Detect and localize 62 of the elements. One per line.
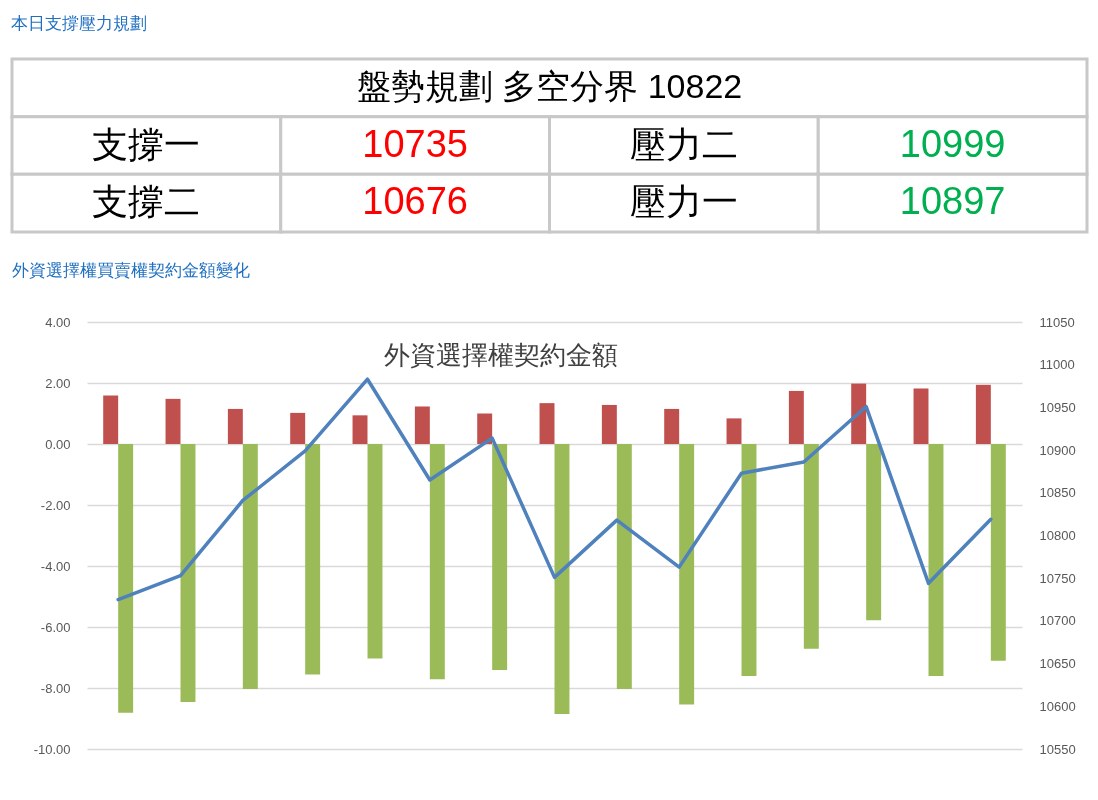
text: 盤勢規劃 多空分界 10822 bbox=[356, 66, 743, 105]
bar bbox=[429, 444, 445, 680]
bar bbox=[165, 398, 181, 444]
bar bbox=[180, 444, 196, 703]
bar bbox=[367, 444, 383, 659]
bar bbox=[290, 412, 306, 444]
bar bbox=[803, 444, 819, 649]
y-tick-label: 2.00 bbox=[45, 375, 71, 391]
y-tick-label: -8.00 bbox=[40, 680, 71, 696]
chart-title: 外資選擇權買賣權契約金額變化 bbox=[12, 261, 250, 280]
y2-tick-label: 11050 bbox=[1039, 314, 1075, 330]
bar bbox=[975, 384, 991, 444]
text: 10999 bbox=[899, 122, 1006, 165]
y2-tick-label: 10850 bbox=[1039, 485, 1076, 501]
bar bbox=[788, 390, 804, 444]
y-tick-label: 0.00 bbox=[45, 436, 71, 452]
text: 支撐一 bbox=[92, 123, 201, 165]
text: 外資選擇權契約金額 bbox=[384, 340, 619, 370]
y-tick-label: -4.00 bbox=[40, 558, 71, 574]
text: 10676 bbox=[362, 180, 468, 223]
y2-tick-label: 10950 bbox=[1039, 399, 1076, 415]
text: 本日支撐壓力規劃 bbox=[10, 13, 147, 33]
bar bbox=[539, 403, 555, 444]
text: 10735 bbox=[362, 122, 468, 165]
bar bbox=[601, 404, 617, 444]
bar bbox=[990, 444, 1006, 661]
bar bbox=[242, 444, 258, 689]
bar bbox=[851, 383, 867, 444]
bar bbox=[477, 413, 493, 444]
bar bbox=[227, 408, 243, 444]
y-tick-label: 4.00 bbox=[45, 314, 71, 330]
bar bbox=[866, 444, 882, 621]
text: 10897 bbox=[899, 180, 1006, 223]
bar bbox=[726, 418, 742, 444]
bar bbox=[305, 444, 321, 675]
y2-tick-label: 10550 bbox=[1039, 741, 1076, 757]
bar bbox=[414, 406, 430, 444]
bar bbox=[103, 395, 119, 444]
line-series bbox=[116, 377, 993, 602]
bar bbox=[679, 444, 695, 705]
text: 支撐二 bbox=[92, 181, 201, 223]
bar bbox=[616, 444, 632, 689]
y-tick-label: -6.00 bbox=[40, 619, 71, 635]
y2-tick-label: 10650 bbox=[1039, 656, 1076, 672]
y2-tick-label: 10750 bbox=[1039, 570, 1076, 586]
bar bbox=[913, 388, 929, 444]
y-tick-label: -2.00 bbox=[40, 497, 71, 513]
y2-tick-label: 10700 bbox=[1039, 613, 1076, 629]
bar bbox=[554, 444, 570, 714]
text: 壓力一 bbox=[629, 181, 738, 223]
bar bbox=[492, 444, 508, 671]
y2-tick-label: 10600 bbox=[1039, 698, 1076, 714]
bar bbox=[928, 444, 944, 677]
y2-tick-label: 10900 bbox=[1039, 442, 1076, 458]
bar bbox=[664, 408, 680, 444]
y2-tick-label: 10800 bbox=[1039, 528, 1076, 543]
bar bbox=[352, 415, 368, 444]
bar bbox=[118, 444, 134, 713]
y2-tick-label: 11000 bbox=[1039, 357, 1075, 373]
y-tick-label: -10.00 bbox=[33, 741, 71, 757]
text: 壓力二 bbox=[629, 123, 738, 165]
bar bbox=[741, 444, 757, 677]
